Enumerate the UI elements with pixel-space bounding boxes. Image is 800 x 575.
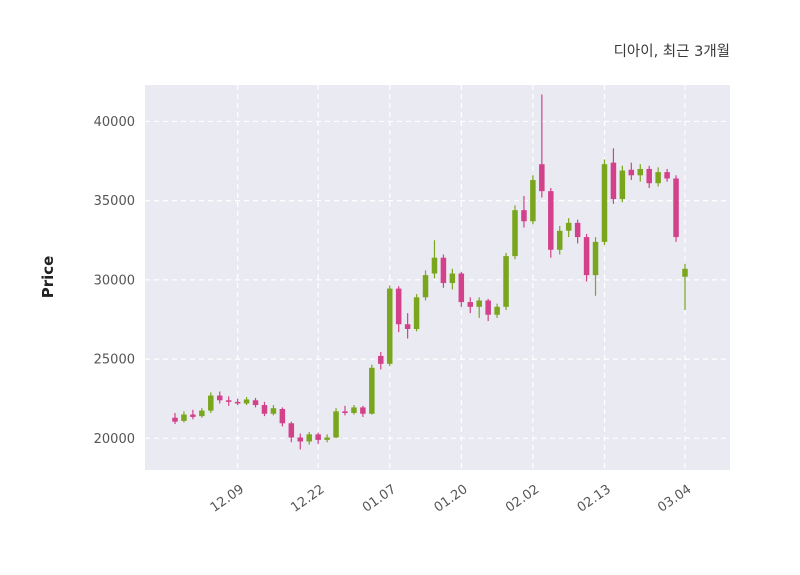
plot-background [145,85,730,470]
candle-body-down [234,401,241,404]
candle-body-down [485,300,491,315]
candle-body-up [655,172,661,184]
candle-body-down [610,162,617,200]
candle-body-up [413,297,420,329]
y-tick-label: 20000 [94,432,135,447]
candle-body-up [494,306,500,315]
candle-body-up [682,268,688,277]
candle-body-down [315,434,321,440]
candle-body-down [297,437,304,442]
candle-body-up [351,407,357,413]
candle-body-up [333,411,339,438]
candle-body-down [342,411,348,413]
candle-body-down [404,324,411,329]
candle-body-down [440,257,447,284]
candle-body-up [386,288,393,364]
candle-body-down [458,273,465,303]
candle-body-up [512,210,518,257]
candle-body-down [288,423,295,438]
y-tick-label: 25000 [94,353,135,368]
candle-body-up [530,180,536,222]
candle-body-up [324,437,330,440]
y-axis-label: Price [39,255,57,299]
candle-body-down [646,168,652,184]
candle-body-down [574,222,581,238]
x-tick-label: 01.07 [360,482,399,516]
candle-body-up [476,300,482,307]
x-tick-label: 12.22 [288,482,327,516]
candle-body-down [673,178,679,238]
candle-body-down [521,210,527,222]
candle-body-down [261,405,268,414]
candle-body-down [395,288,402,325]
y-tick-label: 35000 [94,194,135,209]
chart-title: 디아이, 최근 3개월 [613,44,730,60]
candle-body-down [252,400,259,406]
candle-body-down [360,407,366,414]
candle-body-up [369,367,375,414]
candle-body-up [619,170,626,200]
y-tick-label: 40000 [94,115,135,130]
candle-body-down [378,355,384,364]
candle-body-down [539,164,545,192]
candle-body-up [270,408,277,414]
candle-body-up [565,222,572,231]
candle-body-up [208,395,214,411]
candle-body-down [279,409,286,424]
y-tick-label: 30000 [94,273,135,288]
candle-body-down [664,172,670,179]
candle-body-up [592,241,599,276]
candle-body-up [306,434,312,442]
candle-body-up [637,168,644,176]
candle-body-down [628,169,635,176]
x-tick-label: 02.13 [575,482,614,516]
candle-body-down [225,400,232,402]
candle-body-up [556,230,563,250]
candle-body-up [181,414,187,421]
candle-body-up [243,399,250,404]
x-tick-label: 01.20 [432,482,471,516]
x-tick-label: 02.02 [503,482,542,516]
x-tick-label: 03.04 [655,482,694,516]
candle-body-up [449,273,456,284]
candle-body-down [216,395,223,401]
candle-body-up [431,257,438,274]
candle-body-down [583,237,590,276]
candle-body-down [467,302,474,307]
candle-body-down [172,417,178,422]
candle-body-down [548,191,554,250]
candle-body-up [199,410,205,417]
candle-body-up [422,275,429,298]
x-tick-label: 12.09 [208,482,247,516]
candle-body-down [190,414,196,417]
candle-body-up [503,256,509,307]
candle-body-up [601,164,608,242]
